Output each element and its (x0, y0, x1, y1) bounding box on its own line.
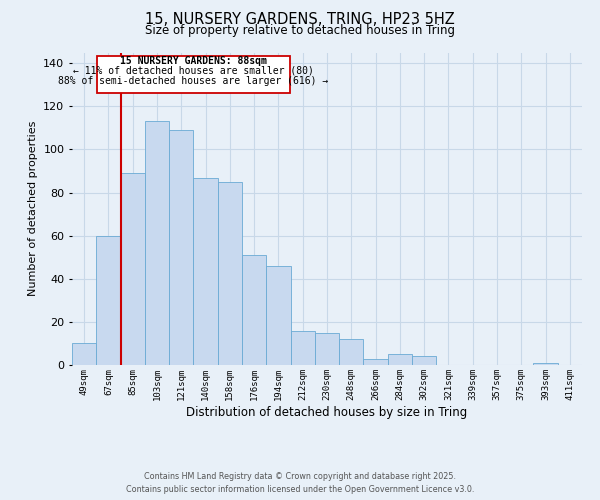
Bar (169, 130, 193, 365)
Text: 15, NURSERY GARDENS, TRING, HP23 5HZ: 15, NURSERY GARDENS, TRING, HP23 5HZ (145, 12, 455, 28)
Text: Size of property relative to detached houses in Tring: Size of property relative to detached ho… (145, 24, 455, 37)
Y-axis label: Number of detached properties: Number of detached properties (28, 121, 38, 296)
Bar (412, 356, 436, 365)
Bar (339, 339, 364, 365)
Bar (145, 122, 169, 365)
Bar (533, 363, 558, 365)
Bar (193, 178, 218, 365)
Bar (315, 332, 339, 365)
X-axis label: Distribution of detached houses by size in Tring: Distribution of detached houses by size … (187, 406, 467, 418)
Text: 15 NURSERY GARDENS: 88sqm: 15 NURSERY GARDENS: 88sqm (120, 56, 267, 66)
Bar (96, 236, 121, 365)
Text: Contains HM Land Registry data © Crown copyright and database right 2025.
Contai: Contains HM Land Registry data © Crown c… (126, 472, 474, 494)
Bar (364, 358, 388, 365)
Bar (72, 344, 96, 365)
Text: 88% of semi-detached houses are larger (616) →: 88% of semi-detached houses are larger (… (58, 76, 329, 86)
Bar (290, 330, 315, 365)
Text: ← 11% of detached houses are smaller (80): ← 11% of detached houses are smaller (80… (73, 65, 314, 75)
Bar (242, 255, 266, 365)
Bar (218, 182, 242, 365)
Bar (121, 173, 145, 365)
FancyBboxPatch shape (97, 56, 290, 94)
Bar (388, 354, 412, 365)
Bar (266, 266, 290, 365)
